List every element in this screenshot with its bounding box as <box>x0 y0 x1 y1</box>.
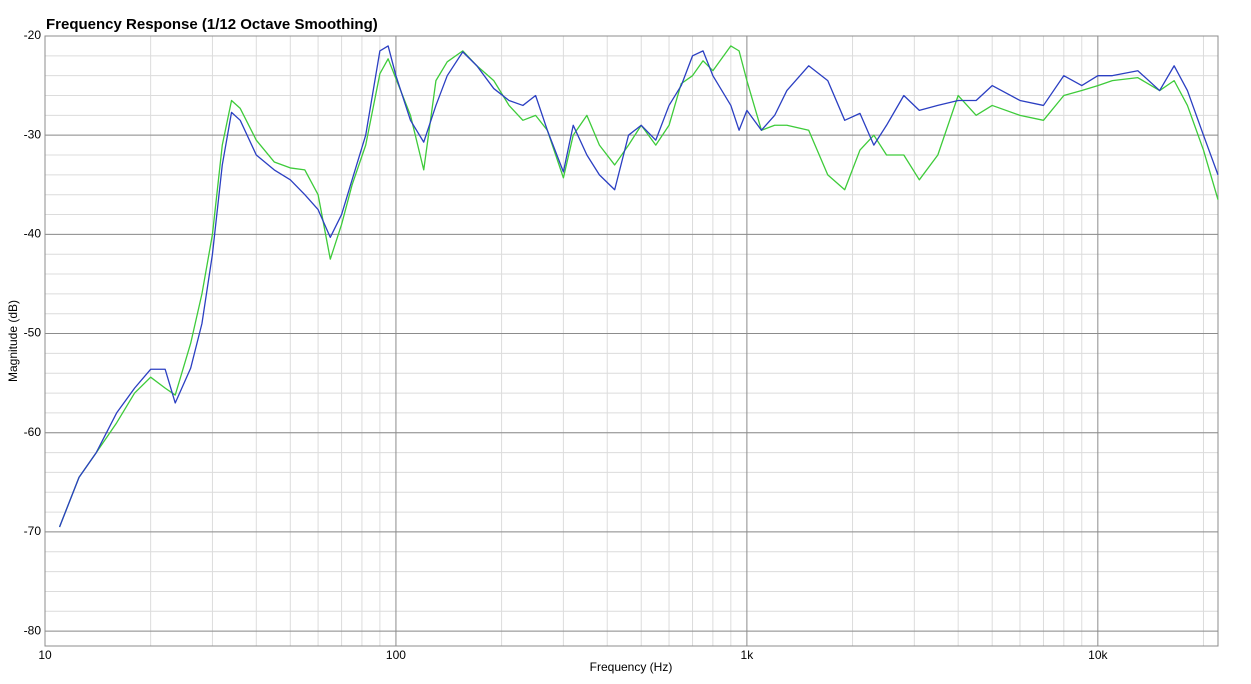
y-tick-label: -50 <box>24 326 42 340</box>
series-line <box>58 45 1219 528</box>
x-tick-label: 1k <box>741 648 755 662</box>
y-tick-label: -60 <box>24 425 42 439</box>
y-tick-label: -40 <box>24 227 42 241</box>
x-axis-label: Frequency (Hz) <box>590 660 673 674</box>
y-axis-label: Magnitude (dB) <box>6 300 20 382</box>
x-tick-label: 100 <box>386 648 406 662</box>
y-tick-label: -70 <box>24 524 42 538</box>
plot-area <box>45 36 1218 646</box>
y-tick-label: -20 <box>24 28 42 42</box>
x-tick-label: 10 <box>38 648 52 662</box>
y-tick-label: -30 <box>24 127 42 141</box>
series-line <box>58 45 1219 528</box>
x-tick-label: 10k <box>1088 648 1108 662</box>
chart-title: Frequency Response (1/12 Octave Smoothin… <box>46 16 378 33</box>
y-tick-label: -80 <box>24 623 42 637</box>
plot-frame <box>44 35 1219 647</box>
